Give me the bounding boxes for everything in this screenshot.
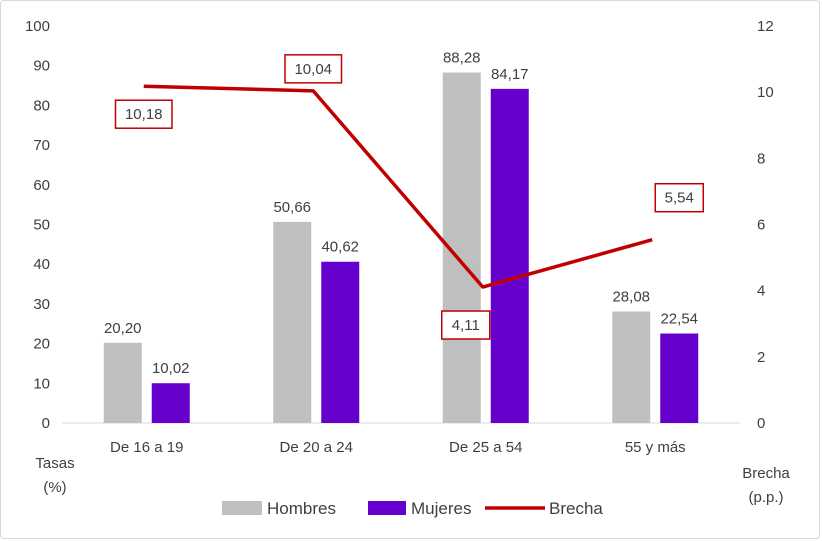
left-tick-label: 70 bbox=[33, 137, 50, 154]
brecha-line bbox=[143, 84, 653, 289]
legend-brecha-label: Brecha bbox=[549, 499, 603, 518]
left-tick-label: 80 bbox=[33, 97, 50, 114]
right-tick-label: 0 bbox=[757, 415, 765, 432]
brecha-data-label: 5,54 bbox=[665, 190, 694, 207]
data-label: 40,62 bbox=[321, 239, 359, 256]
hombres-bar bbox=[103, 342, 142, 423]
category-label: De 25 a 54 bbox=[449, 439, 522, 456]
data-label: 28,08 bbox=[612, 289, 650, 306]
left-axis-unit: (%) bbox=[43, 479, 66, 496]
left-axis-title: Tasas bbox=[35, 455, 74, 472]
right-tick-label: 12 bbox=[757, 18, 774, 35]
data-label: 88,28 bbox=[443, 50, 481, 67]
data-label: 20,20 bbox=[104, 320, 142, 337]
right-axis-unit: (p.p.) bbox=[748, 489, 783, 506]
brecha-label-box bbox=[654, 182, 704, 213]
left-tick-label: 100 bbox=[25, 18, 50, 35]
category-label: De 20 a 24 bbox=[280, 439, 353, 456]
data-label: 22,54 bbox=[660, 311, 698, 328]
left-tick-label: 60 bbox=[33, 177, 50, 194]
mujeres-bar bbox=[151, 383, 190, 423]
data-label: 50,66 bbox=[273, 199, 311, 216]
mujeres-bar bbox=[490, 88, 529, 424]
right-tick-label: 2 bbox=[757, 349, 765, 366]
right-axis-title: Brecha bbox=[742, 465, 790, 482]
legend-hombres-label: Hombres bbox=[267, 499, 336, 518]
left-tick-label: 40 bbox=[33, 256, 50, 273]
category-label: De 16 a 19 bbox=[110, 439, 183, 456]
right-tick-label: 8 bbox=[757, 150, 765, 167]
legend-mujeres-swatch bbox=[368, 501, 406, 515]
brecha-label-box bbox=[114, 99, 173, 129]
brecha-label-box bbox=[284, 54, 343, 84]
brecha-data-label: 10,18 bbox=[125, 106, 163, 123]
mujeres-bar bbox=[321, 261, 360, 423]
left-tick-label: 30 bbox=[33, 296, 50, 313]
right-tick-label: 4 bbox=[757, 283, 765, 300]
left-tick-label: 10 bbox=[33, 375, 50, 392]
data-label: 10,02 bbox=[152, 360, 190, 377]
legend-hombres-swatch bbox=[222, 501, 262, 515]
category-label: 55 y más bbox=[625, 439, 686, 456]
data-label: 84,17 bbox=[491, 66, 529, 83]
right-tick-label: 6 bbox=[757, 217, 765, 234]
mujeres-bar bbox=[660, 333, 699, 423]
right-tick-label: 10 bbox=[757, 84, 774, 101]
brecha-data-label: 10,04 bbox=[294, 61, 332, 78]
hombres-bar bbox=[273, 221, 312, 423]
left-tick-label: 20 bbox=[33, 336, 50, 353]
left-tick-label: 90 bbox=[33, 58, 50, 75]
brecha-data-label: 4,11 bbox=[452, 317, 480, 334]
left-tick-label: 50 bbox=[33, 217, 50, 234]
legend-mujeres-label: Mujeres bbox=[411, 499, 471, 518]
hombres-bar bbox=[612, 311, 651, 423]
brecha-label-box bbox=[441, 310, 491, 340]
left-tick-label: 0 bbox=[42, 415, 50, 432]
